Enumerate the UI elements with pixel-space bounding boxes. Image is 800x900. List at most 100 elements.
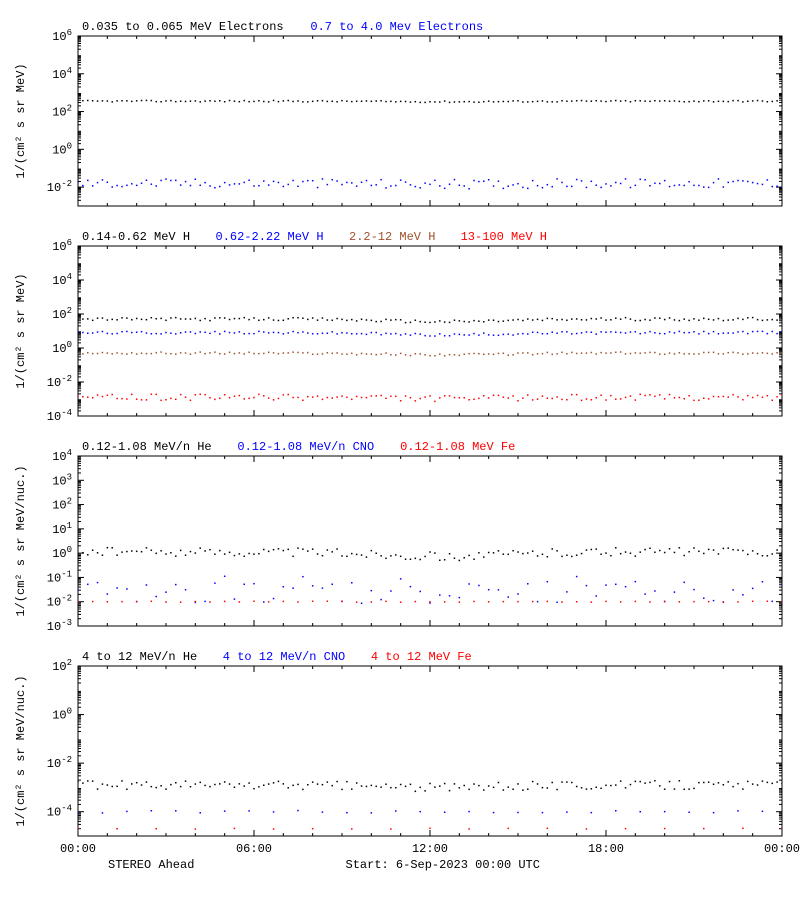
data-point [459,787,461,789]
data-point [87,333,89,335]
data-point [683,332,685,334]
data-point [204,182,206,184]
data-point [400,556,402,558]
data-point [737,396,739,398]
data-point [537,398,539,400]
data-point [151,333,153,335]
data-point [297,100,299,102]
svg-text:104: 104 [52,66,72,82]
data-point [92,185,94,187]
data-point [405,333,407,335]
data-point [371,812,373,814]
data-point [517,783,519,785]
data-point [713,101,715,103]
data-point [781,552,783,554]
data-point [155,787,157,789]
data-point [776,396,778,398]
data-point [723,353,725,355]
data-point [498,321,500,323]
data-point [693,353,695,355]
data-point [449,553,451,555]
data-point [87,352,89,354]
svg-text:10-2: 10-2 [47,594,72,610]
data-point [757,183,759,185]
data-point [405,101,407,103]
data-point [190,551,192,553]
data-point [87,584,89,586]
data-point [175,317,177,319]
data-point [742,550,744,552]
data-point [204,550,206,552]
data-point [571,318,573,320]
data-point [542,554,544,556]
data-point [507,320,509,322]
data-point [781,584,783,586]
data-point [82,552,84,554]
data-point [297,547,299,549]
data-point [581,400,583,402]
data-point [649,547,651,549]
data-point [757,395,759,397]
data-point [620,100,622,102]
data-point [483,321,485,323]
data-point [209,333,211,335]
data-point [375,395,377,397]
data-point [146,547,148,549]
data-point [107,784,109,786]
data-point [664,354,666,356]
data-point [273,811,275,813]
data-point [674,591,676,593]
data-point [679,320,681,322]
data-point [346,320,348,322]
data-point [752,783,754,785]
data-point [175,399,177,401]
data-point [258,786,260,788]
data-point [473,101,475,103]
data-point [595,318,597,320]
data-point [146,353,148,355]
data-point [292,331,294,333]
data-point [444,100,446,102]
data-point [380,321,382,323]
data-point [361,333,363,335]
data-point [243,584,245,586]
y-axis-label: 1/(cm² s sr MeV/nuc.) [14,465,28,616]
data-point [312,548,314,550]
data-point [180,550,182,552]
data-point [635,100,637,102]
data-point [488,334,490,336]
data-point [165,100,167,102]
data-point [361,101,363,103]
data-point [190,400,192,402]
data-point [762,581,764,583]
data-point [107,100,109,102]
data-point [302,576,304,578]
data-point [698,185,700,187]
data-point [180,318,182,320]
data-point [385,398,387,400]
data-point [400,578,402,580]
data-point [781,783,783,785]
data-point [454,557,456,559]
data-point [214,317,216,319]
data-point [395,810,397,812]
series-group [77,547,783,604]
data-point [415,400,417,402]
data-point [488,100,490,102]
data-point [77,554,79,556]
data-point [273,332,275,334]
data-point [180,352,182,354]
data-point [449,395,451,397]
data-point [698,101,700,103]
data-point [752,317,754,319]
data-point [87,180,89,182]
data-point [424,396,426,398]
data-point [498,395,500,397]
data-point [258,353,260,355]
data-point [146,781,148,783]
data-point [234,598,236,600]
data-point [635,555,637,557]
data-point [591,399,593,401]
data-point [781,828,783,830]
data-point [214,399,216,401]
